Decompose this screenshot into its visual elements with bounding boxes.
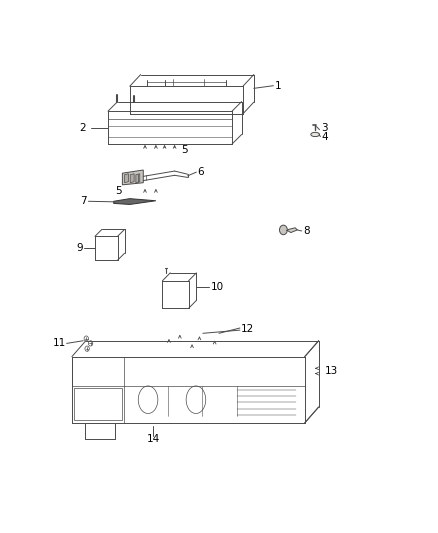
Text: 2: 2 xyxy=(80,123,86,133)
Text: 9: 9 xyxy=(76,243,83,253)
Polygon shape xyxy=(136,174,140,183)
Polygon shape xyxy=(286,228,297,232)
Text: 7: 7 xyxy=(80,196,87,206)
Text: 11: 11 xyxy=(53,338,66,349)
Polygon shape xyxy=(130,174,134,183)
Circle shape xyxy=(279,225,287,235)
Text: 1: 1 xyxy=(275,80,281,91)
Polygon shape xyxy=(124,174,128,183)
Polygon shape xyxy=(122,170,143,185)
Text: 14: 14 xyxy=(147,434,160,444)
Text: 10: 10 xyxy=(211,281,224,292)
Polygon shape xyxy=(114,199,156,205)
Text: 4: 4 xyxy=(322,132,328,142)
Text: 6: 6 xyxy=(198,167,204,177)
Ellipse shape xyxy=(311,132,320,136)
Text: 3: 3 xyxy=(321,123,328,133)
Text: 5: 5 xyxy=(116,185,122,196)
Text: 13: 13 xyxy=(325,366,338,376)
Text: 12: 12 xyxy=(241,324,254,334)
Text: 8: 8 xyxy=(303,226,310,236)
Text: 5: 5 xyxy=(181,145,188,155)
